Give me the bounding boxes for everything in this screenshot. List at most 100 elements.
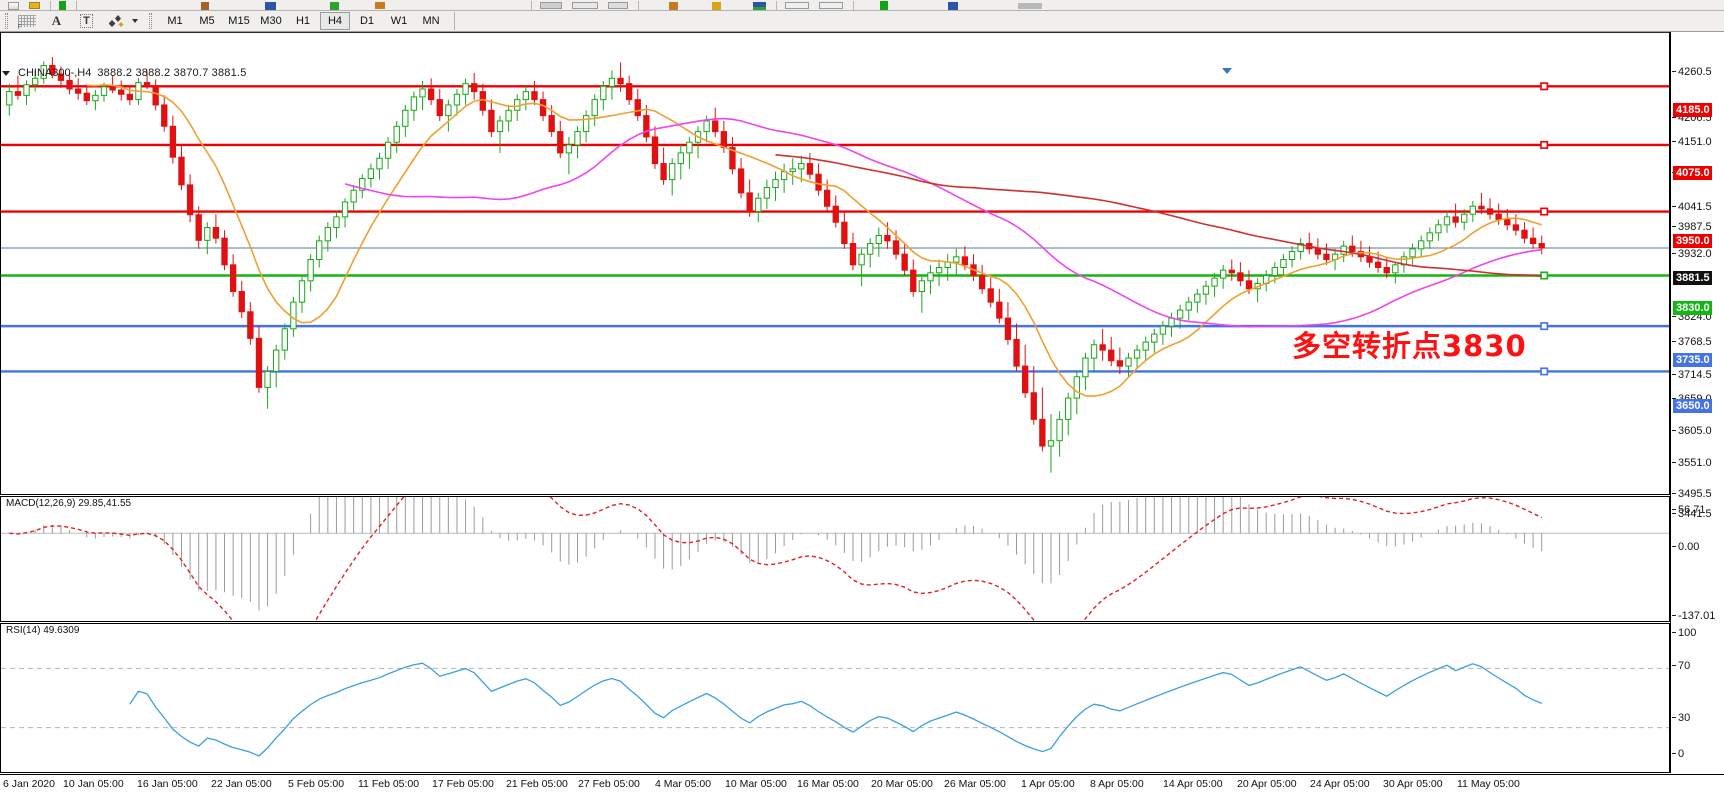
line-chart-icon[interactable] — [330, 1, 339, 10]
text-A-icon[interactable]: A — [46, 12, 67, 31]
expert-advisors-icon[interactable] — [819, 2, 843, 9]
zoom-in-icon[interactable] — [375, 2, 385, 9]
time-tick-label: 16 Jan 05:00 — [137, 778, 198, 790]
rsi-plot[interactable] — [1, 624, 1669, 772]
rsi-indicator-label: RSI(14) 49.6309 — [4, 625, 82, 636]
timeframe-h1[interactable]: H1 — [295, 15, 311, 27]
bar-chart-icon[interactable] — [201, 1, 209, 10]
price-level-badge[interactable]: 3735.0 — [1673, 353, 1712, 367]
macd-tick-label: 0.00 — [1672, 542, 1699, 553]
price-tick-label: 3551.0 — [1672, 458, 1712, 469]
time-tick-label: 4 Mar 05:00 — [655, 778, 712, 790]
shift-end-icon[interactable] — [785, 2, 809, 9]
rsi-panel[interactable] — [0, 623, 1670, 773]
macd-indicator-label: MACD(12,26,9) 29.85,41.55 — [4, 498, 134, 509]
macd-panel[interactable] — [0, 496, 1670, 622]
new-order-icon[interactable] — [59, 1, 66, 10]
price-tick-label: 3605.0 — [1672, 426, 1712, 437]
indicators-icon[interactable] — [540, 2, 562, 9]
chart-area[interactable]: CHINA300-,H4 3888.2 3888.2 3870.7 3881.5… — [0, 32, 1724, 793]
toolbar-drag-grip[interactable] — [5, 13, 8, 29]
time-tick-label: 1 Apr 05:00 — [1021, 778, 1075, 790]
toolbar-separator — [531, 1, 532, 10]
price-axis-divider — [1670, 32, 1671, 773]
terminal-icon[interactable] — [1018, 2, 1042, 9]
toolbar-top-row[interactable] — [0, 0, 1724, 11]
objects-glyph — [108, 14, 123, 27]
timeframe-group: M1 M5 M15 M30 H1 H4 D1 W1 MN — [157, 11, 449, 31]
time-tick-label: 6 Jan 2020 — [3, 778, 55, 790]
time-tick-label: 8 Apr 05:00 — [1090, 778, 1144, 790]
period-separator-icon[interactable] — [669, 1, 678, 10]
objects-dropdown-icon[interactable] — [129, 12, 141, 31]
grid-toggle-icon[interactable] — [712, 1, 721, 10]
toolbar-separator — [776, 1, 777, 10]
text-label-icon[interactable]: T — [76, 12, 97, 31]
drawing-tools-group: A T — [13, 11, 144, 31]
price-tick-label: 3768.5 — [1672, 337, 1712, 348]
time-tick-label: 17 Feb 05:00 — [432, 778, 494, 790]
timeframe-m1[interactable]: M1 — [167, 15, 183, 27]
market-watch-icon[interactable] — [880, 1, 888, 10]
price-tick-label: 3714.5 — [1672, 370, 1712, 381]
macd-tick-label: -137.01 — [1672, 611, 1715, 622]
text-A-glyph: A — [51, 13, 62, 28]
toolbar-main-row[interactable]: A T M1 M5 M15 M30 H1 H4 D1 W1 MN — [0, 11, 1724, 32]
rsi-tick-label: 70 — [1672, 661, 1690, 672]
crosshair-grid-icon[interactable] — [16, 12, 37, 31]
templates-icon[interactable] — [572, 2, 598, 9]
time-tick-label: 27 Feb 05:00 — [578, 778, 640, 790]
price-tick-label: 3932.0 — [1672, 249, 1712, 260]
timeframe-h4[interactable]: H4 — [320, 12, 350, 30]
price-level-badge[interactable]: 3950.0 — [1673, 234, 1712, 248]
time-tick-label: 10 Jan 05:00 — [63, 778, 124, 790]
timeframe-m5[interactable]: M5 — [199, 15, 215, 27]
macd-plot[interactable] — [1, 497, 1669, 621]
price-level-badge[interactable]: 3650.0 — [1673, 399, 1712, 413]
navigator-icon[interactable] — [948, 1, 958, 10]
chart-menu-caret-icon[interactable] — [2, 70, 10, 76]
timeframe-m15[interactable]: M15 — [228, 15, 250, 27]
time-tick-label: 22 Jan 05:00 — [211, 778, 272, 790]
symbol-info-bar[interactable]: CHINA300-,H4 3888.2 3888.2 3870.7 3881.5 — [2, 66, 247, 80]
time-tick-label: 16 Mar 05:00 — [797, 778, 859, 790]
timeframe-mn[interactable]: MN — [422, 15, 440, 27]
timeframe-drag-grip[interactable] — [149, 13, 152, 29]
time-tick-label: 24 Apr 05:00 — [1310, 778, 1370, 790]
price-plot[interactable] — [1, 33, 1669, 494]
price-level-badge[interactable]: 4075.0 — [1673, 166, 1712, 180]
timeframe-w1[interactable]: W1 — [390, 15, 408, 27]
price-level-badge[interactable]: 3830.0 — [1673, 301, 1712, 315]
candlestick-chart-icon[interactable] — [265, 1, 276, 10]
toolbar-separator — [50, 1, 51, 10]
price-panel[interactable] — [0, 32, 1670, 495]
symbol-name: CHINA300-,H4 — [18, 67, 92, 79]
time-axis[interactable]: 6 Jan 2020 10 Jan 05:00 16 Jan 05:00 22 Jan… — [0, 774, 1724, 793]
toolbar-separator — [638, 1, 639, 10]
rsi-tick-label: 0 — [1672, 749, 1684, 760]
new-chart-icon[interactable] — [8, 1, 19, 10]
time-tick-label: 20 Mar 05:00 — [871, 778, 933, 790]
rsi-tick-label: 30 — [1672, 713, 1690, 724]
text-label-glyph: T — [80, 14, 93, 28]
collapse-caret-icon[interactable] — [1222, 68, 1232, 74]
time-tick-label: 26 Mar 05:00 — [944, 778, 1006, 790]
time-tick-label: 11 Feb 05:00 — [358, 778, 420, 790]
toolbar-separator — [853, 1, 854, 10]
timeframe-d1[interactable]: D1 — [359, 15, 375, 27]
rsi-tick-label: 100 — [1672, 628, 1696, 639]
time-tick-label: 11 May 05:00 — [1457, 778, 1520, 790]
ohlc-toggle-icon[interactable] — [753, 1, 766, 10]
timeframe-m30[interactable]: M30 — [260, 15, 282, 27]
autoscroll-icon[interactable] — [608, 2, 628, 9]
toolbar-separator — [76, 1, 77, 10]
price-level-badge[interactable]: 4185.0 — [1673, 103, 1712, 117]
profiles-icon[interactable] — [29, 2, 40, 9]
time-tick-label: 21 Feb 05:00 — [506, 778, 568, 790]
time-tick-label: 5 Feb 05:00 — [288, 778, 345, 790]
objects-icon[interactable] — [106, 12, 127, 31]
time-tick-label: 30 Apr 05:00 — [1383, 778, 1443, 790]
price-tick-label: 3987.5 — [1672, 222, 1712, 233]
price-level-badge[interactable]: 3881.5 — [1673, 271, 1712, 285]
